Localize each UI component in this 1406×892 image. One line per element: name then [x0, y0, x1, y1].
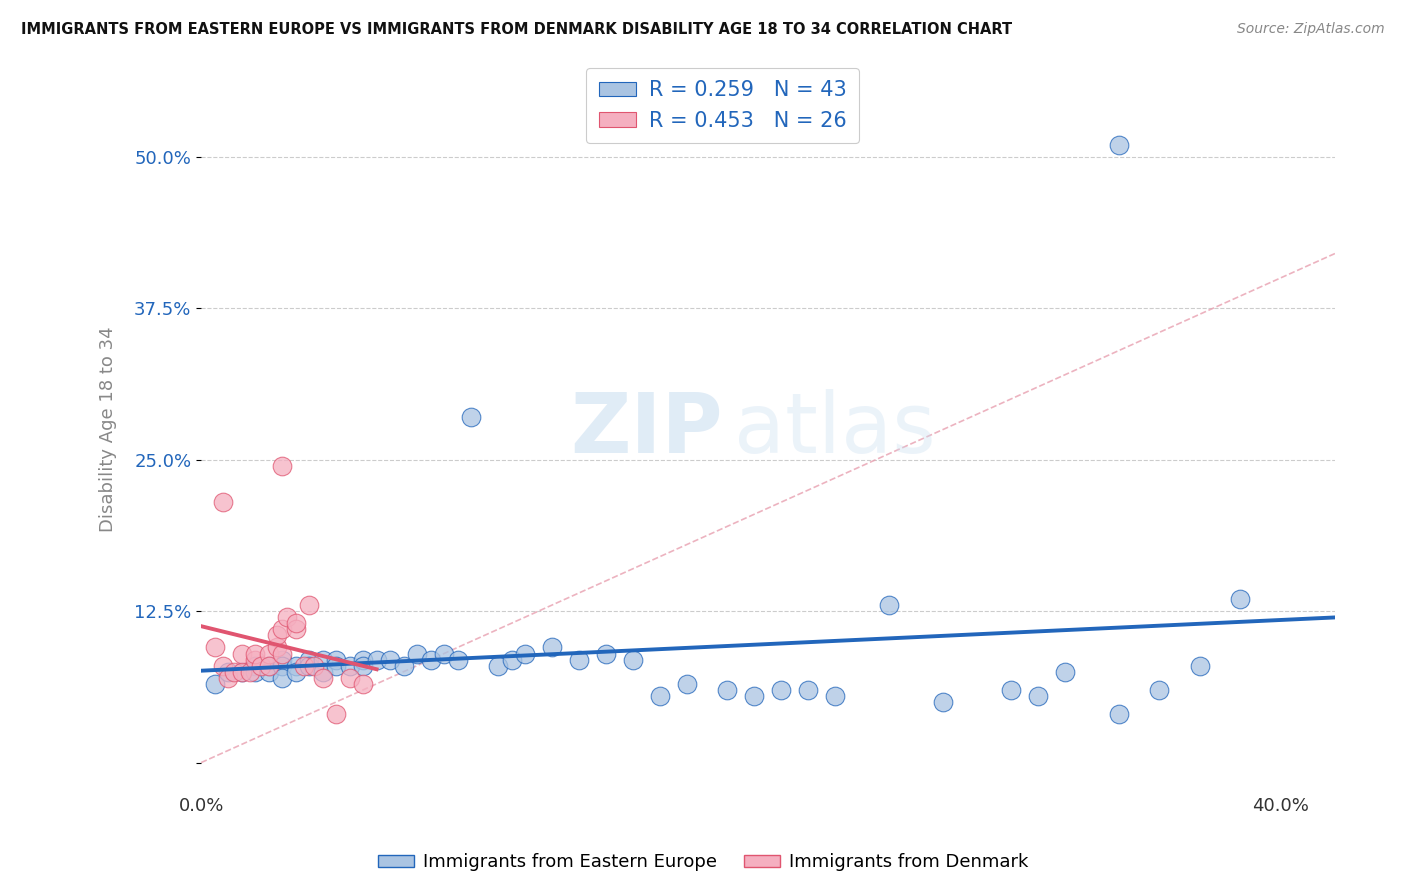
- Point: [311, 671, 333, 685]
- Point: [716, 682, 738, 697]
- Point: [257, 665, 280, 679]
- Point: [568, 652, 591, 666]
- Point: [257, 647, 280, 661]
- Point: [298, 658, 321, 673]
- Point: [433, 647, 456, 661]
- Point: [744, 689, 766, 703]
- Point: [824, 689, 846, 703]
- Point: [339, 658, 361, 673]
- Point: [271, 647, 294, 661]
- Point: [676, 677, 699, 691]
- Point: [311, 665, 333, 679]
- Point: [243, 652, 266, 666]
- Point: [243, 647, 266, 661]
- Point: [419, 652, 441, 666]
- Point: [271, 622, 294, 636]
- Point: [1149, 682, 1171, 697]
- Point: [595, 647, 617, 661]
- Point: [211, 495, 233, 509]
- Point: [243, 665, 266, 679]
- Text: atlas: atlas: [734, 389, 935, 470]
- Point: [257, 658, 280, 673]
- Point: [352, 658, 374, 673]
- Legend: R = 0.259   N = 43, R = 0.453   N = 26: R = 0.259 N = 43, R = 0.453 N = 26: [586, 68, 859, 144]
- Point: [460, 410, 482, 425]
- Point: [284, 616, 307, 631]
- Point: [311, 652, 333, 666]
- Point: [513, 647, 536, 661]
- Point: [1229, 592, 1251, 607]
- Point: [392, 658, 415, 673]
- Point: [648, 689, 671, 703]
- Point: [271, 671, 294, 685]
- Point: [1000, 682, 1022, 697]
- Point: [325, 658, 347, 673]
- Point: [292, 658, 315, 673]
- Point: [266, 640, 288, 655]
- Point: [204, 677, 226, 691]
- Point: [271, 658, 294, 673]
- Point: [541, 640, 564, 655]
- Point: [257, 658, 280, 673]
- Point: [231, 665, 253, 679]
- Point: [298, 598, 321, 612]
- Point: [231, 665, 253, 679]
- Point: [249, 658, 271, 673]
- Text: Source: ZipAtlas.com: Source: ZipAtlas.com: [1237, 22, 1385, 37]
- Point: [378, 652, 401, 666]
- Point: [621, 652, 644, 666]
- Point: [879, 598, 901, 612]
- Point: [406, 647, 429, 661]
- Text: IMMIGRANTS FROM EASTERN EUROPE VS IMMIGRANTS FROM DENMARK DISABILITY AGE 18 TO 3: IMMIGRANTS FROM EASTERN EUROPE VS IMMIGR…: [21, 22, 1012, 37]
- Point: [446, 652, 468, 666]
- Point: [352, 677, 374, 691]
- Y-axis label: Disability Age 18 to 34: Disability Age 18 to 34: [100, 326, 117, 533]
- Point: [932, 695, 955, 709]
- Point: [243, 658, 266, 673]
- Point: [366, 652, 388, 666]
- Point: [276, 610, 298, 624]
- Legend: Immigrants from Eastern Europe, Immigrants from Denmark: Immigrants from Eastern Europe, Immigran…: [370, 847, 1036, 879]
- Point: [797, 682, 820, 697]
- Point: [501, 652, 523, 666]
- Point: [339, 671, 361, 685]
- Point: [211, 658, 233, 673]
- Point: [325, 707, 347, 722]
- Point: [217, 671, 239, 685]
- Point: [770, 682, 793, 697]
- Point: [1188, 658, 1211, 673]
- Point: [204, 640, 226, 655]
- Point: [222, 665, 245, 679]
- Point: [352, 652, 374, 666]
- Point: [271, 458, 294, 473]
- Point: [1108, 137, 1130, 152]
- Point: [284, 665, 307, 679]
- Point: [266, 628, 288, 642]
- Point: [284, 622, 307, 636]
- Point: [284, 658, 307, 673]
- Point: [1108, 707, 1130, 722]
- Point: [271, 652, 294, 666]
- Text: ZIP: ZIP: [569, 389, 723, 470]
- Point: [239, 665, 262, 679]
- Point: [486, 658, 509, 673]
- Point: [231, 647, 253, 661]
- Point: [1053, 665, 1076, 679]
- Point: [1026, 689, 1049, 703]
- Point: [325, 652, 347, 666]
- Point: [298, 652, 321, 666]
- Point: [304, 658, 326, 673]
- Point: [217, 665, 239, 679]
